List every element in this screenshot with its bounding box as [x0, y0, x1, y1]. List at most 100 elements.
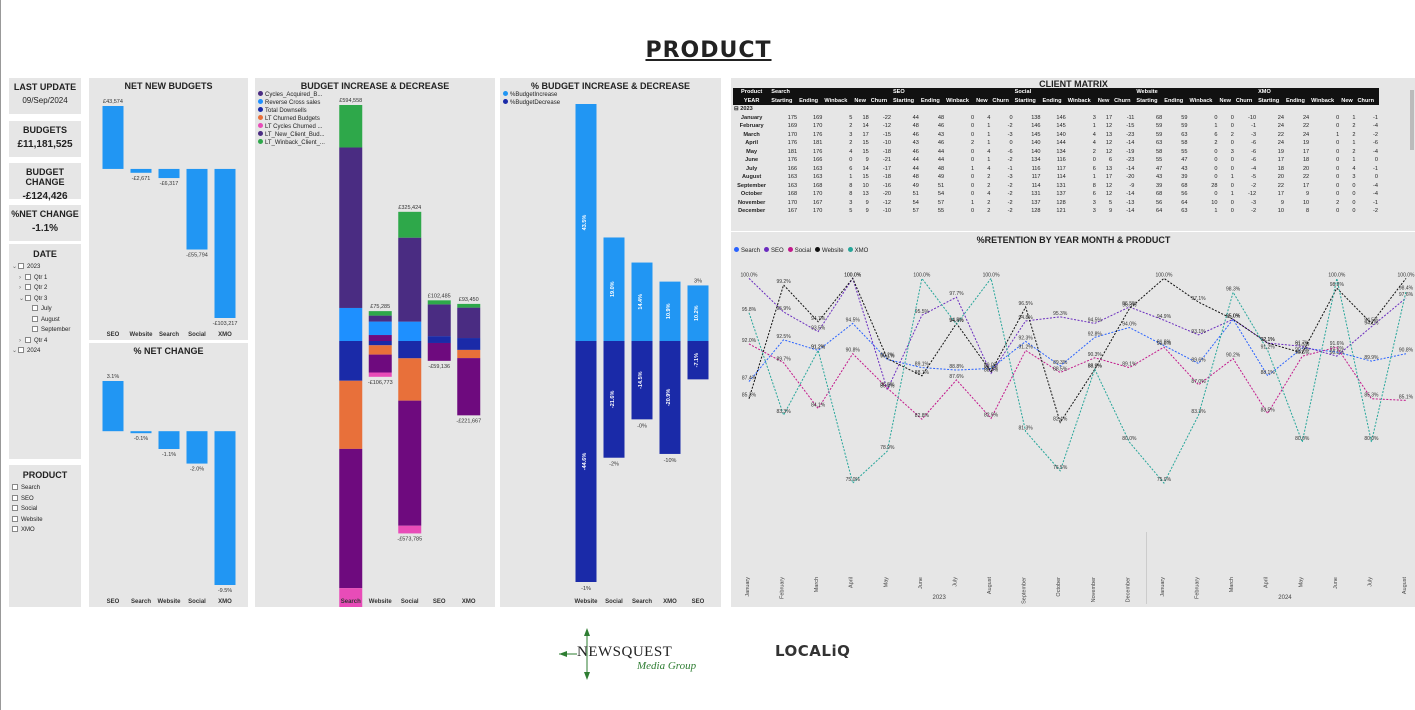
date-slicer-item[interactable]: › Qtr 1: [12, 273, 81, 284]
legend-item[interactable]: LT_New_Client_Bud...: [258, 131, 325, 139]
matrix-scrollbar[interactable]: [1410, 90, 1414, 150]
bar-segment[interactable]: [368, 354, 392, 373]
bar-segment[interactable]: [339, 448, 363, 589]
checkbox[interactable]: [32, 315, 38, 322]
checkbox[interactable]: [32, 326, 38, 332]
product-slicer-item[interactable]: XMO: [12, 525, 81, 536]
series-line[interactable]: [748, 318, 1407, 382]
bar[interactable]: [186, 431, 208, 464]
bar[interactable]: [102, 381, 124, 432]
checkbox[interactable]: [12, 526, 18, 532]
legend-item[interactable]: XMO: [847, 247, 868, 255]
bar-increase[interactable]: [575, 104, 597, 341]
bar-segment[interactable]: [398, 237, 422, 322]
legend-item[interactable]: LT_Winback_Client_...: [258, 139, 325, 147]
bar[interactable]: [158, 431, 180, 449]
bar-decrease[interactable]: [575, 341, 597, 582]
product-slicer[interactable]: PRODUCT Search SEO Social Website XMO: [9, 465, 81, 607]
bar-segment[interactable]: [398, 358, 422, 401]
date-slicer-item[interactable]: ⌄ 2024: [12, 346, 81, 357]
series-line[interactable]: [748, 277, 1407, 484]
expand-icon[interactable]: ›: [19, 337, 21, 344]
bar-decrease[interactable]: [603, 341, 625, 458]
bar-segment[interactable]: [398, 400, 422, 526]
client-matrix-table[interactable]: Product Search SEO Social Website XMO YEAR Star…: [733, 88, 1379, 216]
bar-segment[interactable]: [368, 315, 392, 322]
bar-segment[interactable]: [457, 341, 481, 350]
bar[interactable]: [102, 106, 124, 169]
bar-segment[interactable]: [398, 321, 422, 341]
bar-segment[interactable]: [339, 105, 363, 148]
product-slicer-item[interactable]: Social: [12, 504, 81, 515]
bar[interactable]: [186, 168, 208, 250]
bar-segment[interactable]: [457, 349, 481, 359]
bar-decrease[interactable]: [659, 341, 681, 454]
bar-segment[interactable]: [398, 525, 422, 534]
bar-segment[interactable]: [339, 307, 363, 341]
date-slicer-item[interactable]: › Qtr 4: [12, 336, 81, 347]
bar-segment[interactable]: [368, 321, 392, 336]
legend-item[interactable]: Website: [815, 247, 844, 255]
legend-item[interactable]: LT Cycles Churned ...: [258, 123, 325, 131]
bar-segment[interactable]: [457, 303, 481, 308]
bar[interactable]: [158, 168, 180, 179]
bar-segment[interactable]: [339, 341, 363, 381]
expand-icon[interactable]: ›: [19, 285, 21, 291]
bar-increase[interactable]: [687, 285, 709, 341]
series-line[interactable]: [748, 343, 1407, 420]
bar-segment[interactable]: [457, 307, 481, 339]
legend-item[interactable]: Cycles_Acquired_B...: [258, 91, 325, 99]
bar-increase[interactable]: [631, 262, 653, 341]
bar-decrease[interactable]: [687, 341, 709, 380]
product-slicer-item[interactable]: SEO: [12, 494, 81, 505]
legend-item[interactable]: Total Downsells: [258, 107, 325, 115]
date-slicer-item[interactable]: › Qtr 2: [12, 283, 81, 294]
expand-icon[interactable]: ⌄: [12, 264, 18, 270]
checkbox[interactable]: [18, 263, 24, 269]
bar[interactable]: [130, 168, 152, 173]
checkbox[interactable]: [32, 305, 38, 311]
bar-segment[interactable]: [398, 341, 422, 359]
bar-segment[interactable]: [368, 341, 392, 346]
bar-segment[interactable]: [427, 341, 451, 343]
checkbox[interactable]: [18, 347, 24, 353]
legend-item[interactable]: Reverse Cross sales: [258, 99, 325, 107]
bar-segment[interactable]: [427, 336, 451, 341]
checkbox[interactable]: [12, 515, 18, 522]
bar-segment[interactable]: [457, 358, 481, 416]
bar[interactable]: [130, 431, 152, 434]
expand-icon[interactable]: ›: [19, 274, 21, 281]
checkbox[interactable]: [25, 273, 31, 280]
bar-segment[interactable]: [427, 304, 451, 337]
checkbox[interactable]: [25, 284, 31, 290]
date-slicer-item[interactable]: ⌄ Qtr 3: [12, 294, 81, 305]
date-slicer-item[interactable]: September: [12, 325, 81, 336]
product-slicer-item[interactable]: Search: [12, 483, 81, 494]
bar[interactable]: [214, 431, 236, 585]
bar-segment[interactable]: [368, 372, 392, 377]
bar-segment[interactable]: [368, 335, 392, 341]
bar-segment[interactable]: [427, 300, 451, 305]
legend-item[interactable]: LT Churned Budgets: [258, 115, 325, 123]
bar-decrease[interactable]: [631, 341, 653, 420]
product-slicer-item[interactable]: Website: [12, 515, 81, 526]
matrix-year-group[interactable]: ⊟ 2023: [734, 106, 753, 113]
legend-item[interactable]: Social: [787, 247, 811, 255]
bar-segment[interactable]: [339, 588, 363, 607]
bar-segment[interactable]: [339, 380, 363, 449]
bar-increase[interactable]: [659, 281, 681, 341]
checkbox[interactable]: [12, 494, 18, 501]
bar-segment[interactable]: [368, 345, 392, 355]
date-slicer-item[interactable]: July: [12, 304, 81, 315]
date-slicer[interactable]: DATE ⌄ 2023 › Qtr 1 › Qtr 2 ⌄ Qtr 3 July August Se…: [9, 244, 81, 459]
checkbox[interactable]: [12, 484, 18, 490]
checkbox[interactable]: [25, 336, 31, 343]
checkbox[interactable]: [25, 294, 31, 301]
bar-increase[interactable]: [603, 237, 625, 341]
bar-segment[interactable]: [398, 211, 422, 238]
checkbox[interactable]: [12, 505, 18, 511]
date-slicer-item[interactable]: ⌄ 2023: [12, 262, 81, 273]
legend-item[interactable]: SEO: [764, 247, 784, 255]
expand-icon[interactable]: ⌄: [12, 348, 18, 354]
legend-item[interactable]: %BudgetDecrease: [503, 99, 560, 107]
